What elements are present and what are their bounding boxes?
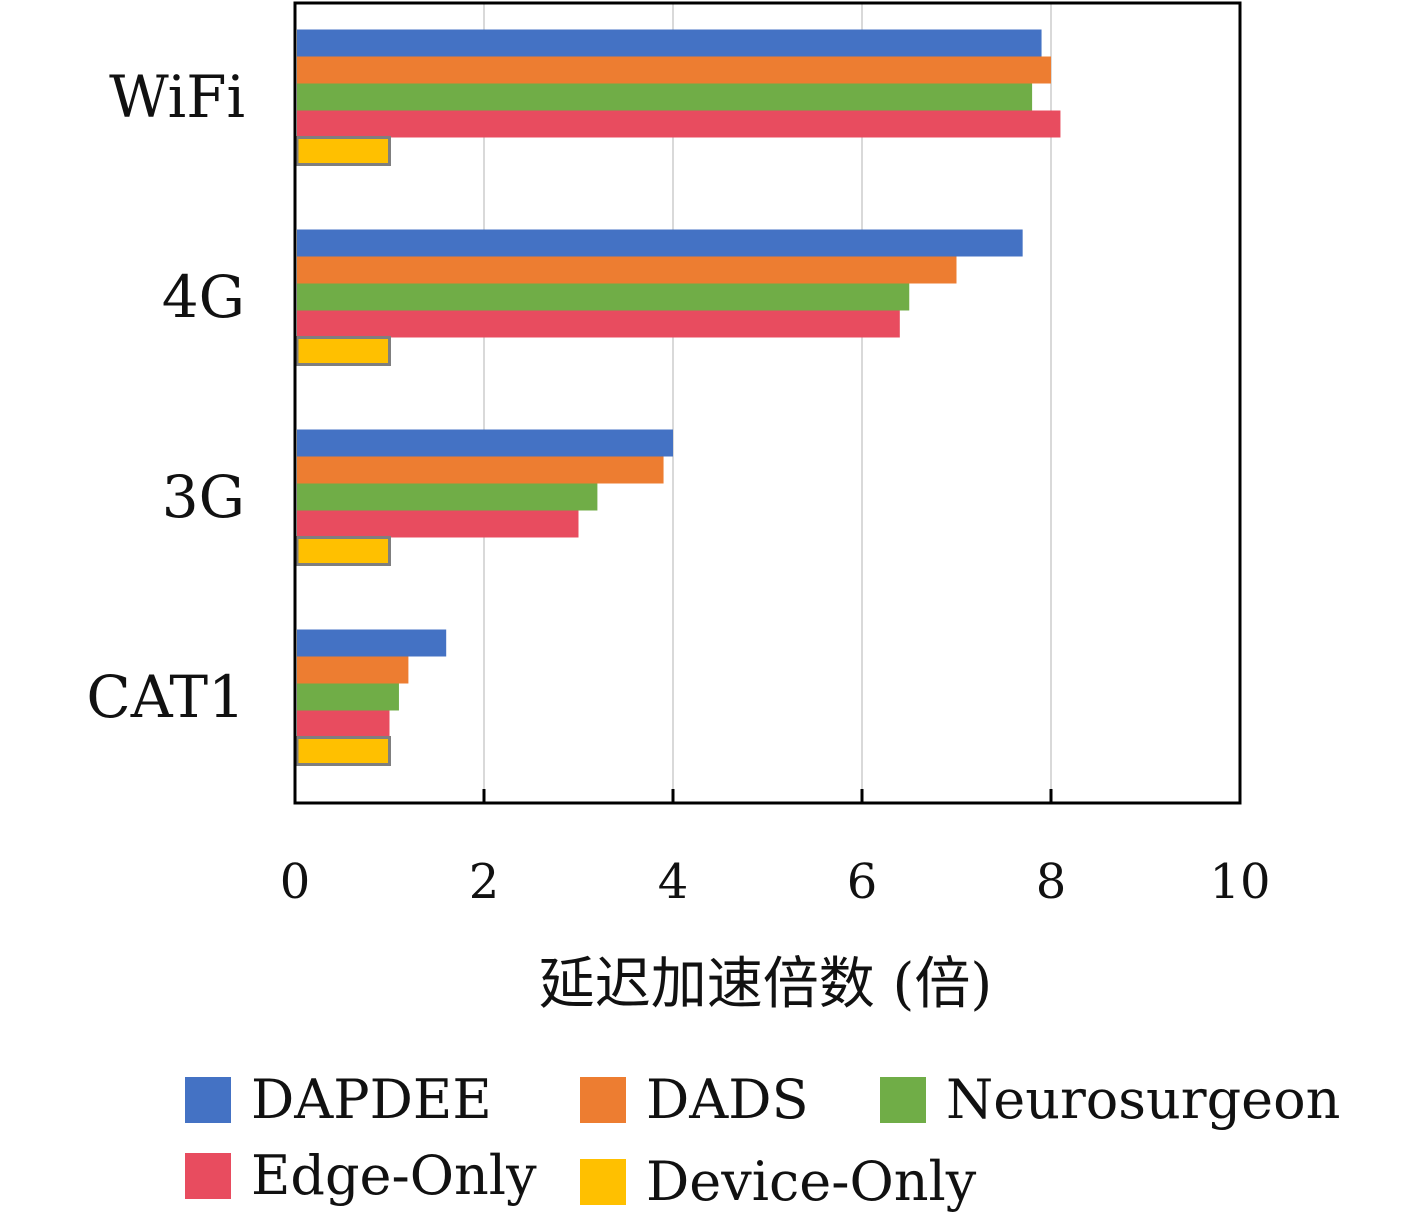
legend-item: Neurosurgeon [880, 1068, 1340, 1131]
category-label: WiFi [109, 63, 245, 131]
legend-item: Device-Only [580, 1150, 976, 1213]
bar-neurosurgeon [297, 283, 910, 311]
legend-swatch [880, 1076, 926, 1123]
legend-swatch [580, 1076, 626, 1123]
bar-neurosurgeon [297, 83, 1033, 111]
category-label: 3G [162, 463, 245, 531]
bar-chart: 0 2 4 6 8 10 WiFi 4G 3G CAT1 延迟加速倍数 (倍) [86, 1, 1271, 1017]
bar-dads [297, 256, 957, 284]
legend-label: DAPDEE [251, 1068, 492, 1131]
bar-device-only [295, 136, 391, 166]
x-tick-label: 0 [280, 854, 311, 910]
bar-edge-only [297, 510, 579, 538]
bars [295, 29, 1061, 766]
category-label: 4G [162, 263, 245, 331]
y-axis-categories: WiFi 4G 3G CAT1 [86, 63, 245, 731]
bar-dads [297, 56, 1051, 84]
x-tick-label: 6 [847, 854, 878, 910]
legend: DAPDEE DADS Neurosurgeon Edge-Only Device-On… [185, 1068, 1385, 1218]
bar-dads [297, 456, 664, 484]
bar-device-only [295, 736, 391, 766]
bar-device-only [295, 536, 391, 566]
legend-label: Edge-Only [251, 1144, 537, 1207]
bar-edge-only [297, 110, 1061, 138]
x-tick-label: 8 [1036, 854, 1067, 910]
x-tick-label: 2 [469, 854, 500, 910]
bar-device-only [295, 336, 391, 366]
legend-label: Neurosurgeon [946, 1068, 1341, 1131]
legend-swatch [185, 1152, 231, 1199]
bar-dapdee [297, 29, 1042, 57]
bar-edge-only [297, 310, 900, 338]
bar-dapdee [297, 229, 1023, 257]
legend-item: DADS [580, 1068, 809, 1131]
plot-frame [293, 1, 1242, 805]
bar-dapdee [297, 429, 673, 457]
x-tick-label: 10 [1209, 854, 1270, 910]
legend-item: Edge-Only [185, 1144, 537, 1207]
legend-swatch [580, 1158, 626, 1205]
bar-neurosurgeon [297, 483, 598, 511]
legend-item: DAPDEE [185, 1068, 492, 1131]
category-label: CAT1 [86, 663, 245, 731]
bar-edge-only [297, 710, 390, 738]
x-tick-label: 4 [658, 854, 689, 910]
legend-label: DADS [646, 1068, 809, 1131]
legend-label: Device-Only [646, 1150, 977, 1213]
x-axis-ticks: 0 2 4 6 8 10 [280, 789, 1271, 910]
legend-swatch [185, 1076, 231, 1123]
bar-dapdee [297, 629, 447, 657]
bar-dads [297, 656, 409, 684]
bar-neurosurgeon [297, 683, 399, 711]
x-axis-title: 延迟加速倍数 (倍) [539, 952, 993, 1017]
